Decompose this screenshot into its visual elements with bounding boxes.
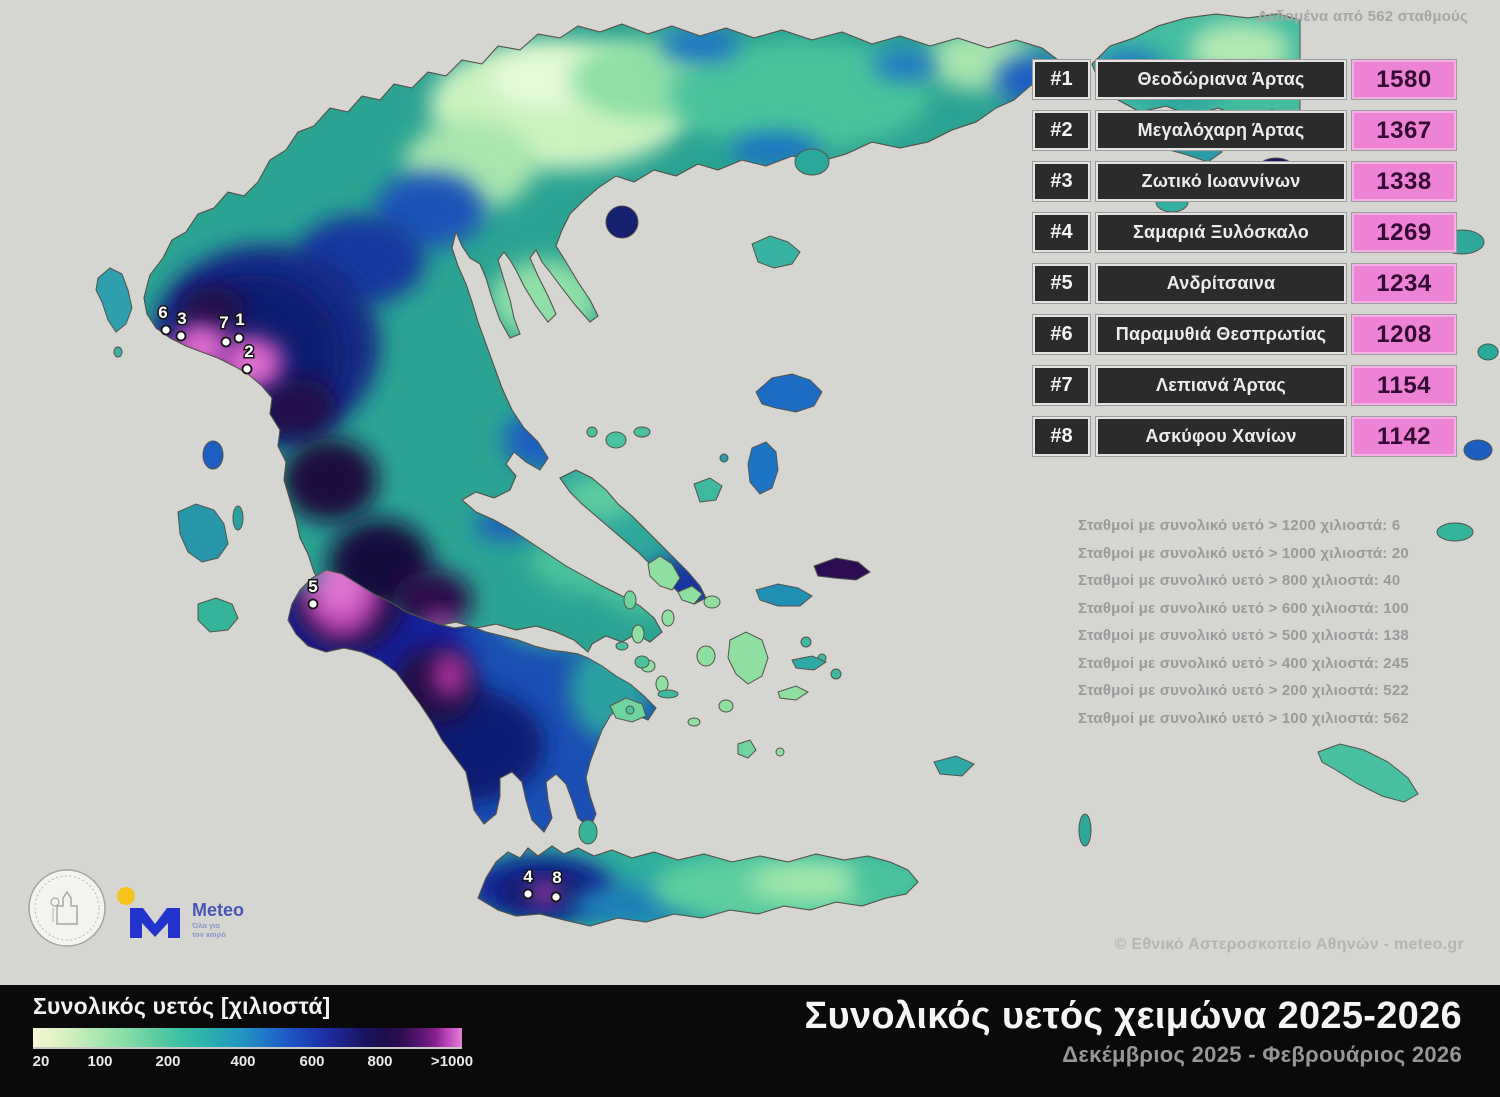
tick-label: 600 <box>299 1053 325 1070</box>
table-row: #1 Θεοδώριανα Άρτας 1580 <box>1033 60 1456 99</box>
meteo-logo-tagline-1: Όλα για <box>191 921 220 930</box>
rank-cell: #4 <box>1033 213 1090 252</box>
stats-line: Σταθμοί με συνολικό υετό > 400 χιλιοστά:… <box>1078 654 1409 672</box>
threshold-stats-block: Σταθμοί με συνολικό υετό > 1200 χιλιοστά… <box>1078 512 1409 732</box>
rank-cell: #1 <box>1033 60 1090 99</box>
crete-island <box>477 845 919 927</box>
map-subtitle: Δεκέμβριος 2025 - Φεβρουάριος 2026 <box>1062 1042 1462 1067</box>
table-row: #8 Ασκύφου Χανίων 1142 <box>1033 417 1456 456</box>
copyright-note: © Εθνικό Αστεροσκοπείο Αθηνών - meteo.gr <box>1114 936 1464 953</box>
station-name-cell: Ασκύφου Χανίων <box>1096 417 1346 456</box>
stats-line: Σταθμοί με συνολικό υετό > 1000 χιλιοστά… <box>1078 544 1409 562</box>
precip-value-cell: 1367 <box>1352 111 1456 150</box>
precip-value-cell: 1208 <box>1352 315 1456 354</box>
rank-cell: #5 <box>1033 264 1090 303</box>
legend-title: Συνολικός υετός [χιλιοστά] <box>33 993 331 1019</box>
precip-value-cell: 1154 <box>1352 366 1456 405</box>
rank-cell: #7 <box>1033 366 1090 405</box>
meteo-logo-text: Meteo <box>192 900 244 920</box>
marker-station-2: 2 <box>241 341 255 375</box>
stats-line: Σταθμοί με συνολικό υετό > 600 χιλιοστά:… <box>1078 599 1409 617</box>
svg-text:2: 2 <box>244 342 253 361</box>
saronic-islands <box>615 641 679 715</box>
svg-text:8: 8 <box>552 868 561 887</box>
station-markers: 6 3 7 1 2 5 4 8 <box>157 302 563 903</box>
marker-station-3: 3 <box>175 308 188 342</box>
rank-cell: #3 <box>1033 162 1090 201</box>
station-ranking-table: #1 Θεοδώριανα Άρτας 1580 #2 Μεγαλόχαρη Ά… <box>1033 60 1456 456</box>
precip-value-cell: 1269 <box>1352 213 1456 252</box>
stats-line: Σταθμοί με συνολικό υετό > 100 χιλιοστά:… <box>1078 709 1409 727</box>
precip-value-cell: 1234 <box>1352 264 1456 303</box>
colorbar-ticks: 20 100 200 400 600 800 >1000 <box>32 1053 473 1073</box>
marker-station-8: 8 <box>550 867 563 903</box>
meteo-logo-m <box>130 908 180 938</box>
stats-line: Σταθμοί με συνολικό υετό > 800 χιλιοστά:… <box>1078 572 1401 589</box>
tick-label: 400 <box>230 1053 256 1070</box>
meteo-logo-tagline-2: τον καιρό <box>192 930 226 939</box>
rank-cell: #8 <box>1033 417 1090 456</box>
svg-text:7: 7 <box>219 313 228 332</box>
observatory-seal-logo <box>28 869 106 947</box>
map-title: Συνολικός υετός χειμώνα 2025-2026 <box>804 995 1462 1037</box>
station-name-cell: Σαμαριά Ξυλόσκαλο <box>1096 213 1346 252</box>
precip-value-cell: 1142 <box>1352 417 1456 456</box>
footer-bar: Συνολικός υετός [χιλιοστά] 20 100 200 40… <box>0 985 1500 1097</box>
svg-text:4: 4 <box>523 867 533 886</box>
map-title-block: Συνολικός υετός χειμώνα 2025-2026 Δεκέμβ… <box>804 995 1462 1068</box>
marker-station-7: 7 <box>218 312 232 348</box>
logos-block: Meteo Όλα για τον καιρό <box>27 866 287 961</box>
tick-label: 20 <box>32 1053 50 1070</box>
svg-text:6: 6 <box>158 303 167 322</box>
svg-text:1: 1 <box>235 310 244 329</box>
table-row: #3 Ζωτικό Ιωαννίνων 1338 <box>1033 162 1456 201</box>
station-name-cell: Θεοδώριανα Άρτας <box>1096 60 1346 99</box>
stats-line: Σταθμοί με συνολικό υετό > 200 χιλιοστά:… <box>1078 682 1409 699</box>
table-row: #6 Παραμυθιά Θεσπρωτίας 1208 <box>1033 315 1456 354</box>
svg-text:3: 3 <box>177 309 186 328</box>
mainland-greece <box>143 23 1059 653</box>
precip-value-cell: 1338 <box>1352 162 1456 201</box>
svg-text:5: 5 <box>308 577 317 596</box>
tick-label: 100 <box>87 1053 113 1070</box>
dodecanese-islands <box>791 636 1419 847</box>
table-row: #4 Σαμαριά Ξυλόσκαλο 1269 <box>1033 213 1456 252</box>
stations-count-note: Δεδομένα από 562 σταθμούς <box>1257 8 1468 25</box>
rank-cell: #6 <box>1033 315 1090 354</box>
stats-line: Σταθμοί με συνολικό υετό > 1200 χιλιοστά… <box>1078 517 1401 534</box>
station-name-cell: Λεπιανά Άρτας <box>1096 366 1346 405</box>
marker-station-4: 4 <box>522 866 535 900</box>
meteo-logo-dot <box>117 887 135 905</box>
station-name-cell: Μεγαλόχαρη Άρτας <box>1096 111 1346 150</box>
ionian-islands <box>95 267 598 845</box>
marker-station-5: 5 <box>307 576 319 610</box>
table-row: #2 Μεγαλόχαρη Άρτας 1367 <box>1033 111 1456 150</box>
cyclades-islands <box>609 555 809 759</box>
meteo-logo: Meteo Όλα για τον καιρό <box>117 887 244 939</box>
colorbar-legend: Συνολικός υετός [χιλιοστά] 20 100 200 40… <box>33 993 493 1073</box>
tick-label: 800 <box>367 1053 393 1070</box>
marker-station-1: 1 <box>233 309 246 344</box>
sporades-islands <box>586 426 723 503</box>
stats-line: Σταθμοί με συνολικό υετό > 500 χιλιοστά:… <box>1078 627 1409 644</box>
rank-cell: #2 <box>1033 111 1090 150</box>
tick-label: 200 <box>155 1053 181 1070</box>
table-row: #5 Ανδρίτσαινα 1234 <box>1033 264 1456 303</box>
station-name-cell: Ζωτικό Ιωαννίνων <box>1096 162 1346 201</box>
table-row: #7 Λεπιανά Άρτας 1154 <box>1033 366 1456 405</box>
tick-label: >1000 <box>430 1053 474 1070</box>
marker-station-6: 6 <box>157 302 172 336</box>
station-name-cell: Ανδρίτσαινα <box>1096 264 1346 303</box>
precipitation-colorbar <box>33 1028 462 1049</box>
station-name-cell: Παραμυθιά Θεσπρωτίας <box>1096 315 1346 354</box>
precip-value-cell: 1580 <box>1352 60 1456 99</box>
